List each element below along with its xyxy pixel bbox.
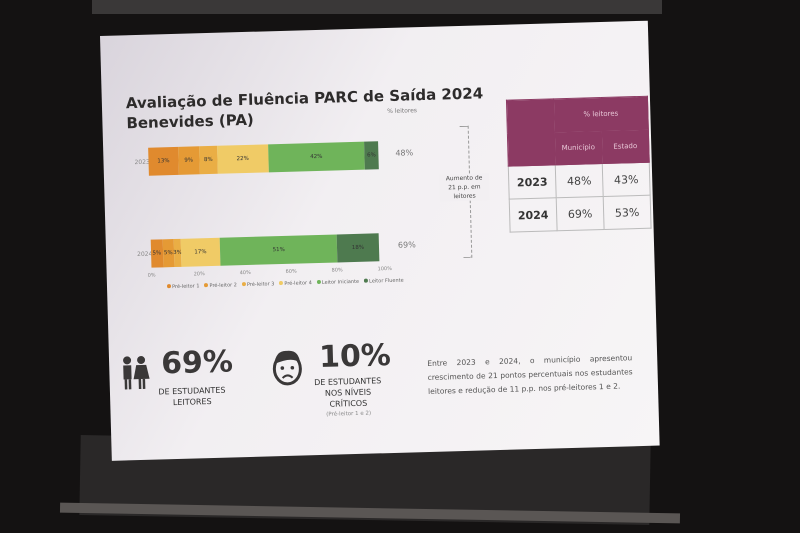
readers-total: 48%	[395, 148, 414, 158]
legend-swatch	[364, 278, 369, 283]
bar-segment: 51%	[219, 234, 338, 266]
table-header: % leitores	[553, 96, 649, 132]
bar-segment: 5%	[150, 239, 163, 268]
cell: 53%	[603, 195, 652, 230]
x-tick-label: 20%	[193, 271, 205, 278]
bar-segment: 13%	[148, 146, 179, 176]
legend-item: Leitor Fluente	[364, 278, 404, 285]
bar-segment: 9%	[178, 146, 200, 175]
bar-segment: 17%	[180, 237, 221, 267]
x-tick-label: 40%	[239, 269, 251, 277]
x-tick-label: 0%	[147, 272, 156, 279]
bar-segment: 22%	[217, 144, 269, 174]
caption-note: (Pré-leitor 1 e 2)	[326, 410, 372, 418]
cell: 69%	[556, 196, 605, 231]
bar-2024: 5% 5% 3% 17% 51% 18%	[150, 233, 382, 268]
readers-total: 69%	[397, 240, 416, 250]
legend-item: Pré-leitor 1	[166, 283, 200, 290]
sad-face-icon	[272, 350, 302, 386]
legend-swatch	[166, 284, 172, 289]
bar-2023: 13% 9% 8% 22% 42% 6%	[148, 141, 379, 176]
x-tick-label: 60%	[285, 268, 297, 275]
table-corner	[506, 98, 556, 167]
bar-segment: 6%	[364, 141, 379, 170]
slide: Avaliação de Fluência PARC de Saída 2024…	[100, 20, 660, 461]
cell: 2023	[508, 164, 557, 200]
stacked-bar-chart: 2023 13% 9% 8% 22% 42% 6% 48% 2024 5% 5% 3% 17% 51% 18…	[100, 21, 648, 290]
legend-swatch	[241, 282, 246, 287]
children-icon	[123, 355, 150, 390]
legend-swatch	[204, 283, 209, 288]
x-tick-label: 100%	[377, 265, 392, 273]
legend-item: Pré-leitor 4	[279, 280, 312, 287]
x-tick-label: 80%	[331, 267, 343, 274]
legend-item: Pré-leitor 2	[204, 282, 237, 289]
legend-item: Pré-leitor 3	[241, 281, 274, 288]
readers-header: % leitores	[387, 107, 418, 116]
bar-segment: 8%	[198, 145, 218, 175]
bracket-note: Aumento de 21 p.p. em leitores	[439, 173, 490, 202]
legend-swatch	[279, 280, 284, 286]
table-row: 2023 48% 43%	[508, 162, 651, 200]
stat1-caption: DE ESTUDANTES LEITORES	[152, 384, 233, 408]
bar-segment: 18%	[336, 233, 380, 263]
cell: 2024	[509, 197, 558, 233]
cell: 48%	[555, 163, 604, 198]
bar-segment: 42%	[267, 141, 365, 173]
caption-line: LEITORES	[172, 397, 212, 408]
legend-swatch	[316, 279, 321, 285]
table-row: 2024 69% 53%	[509, 195, 652, 233]
summary-paragraph: Entre 2023 e 2024, o município apresento…	[427, 353, 633, 396]
screen-top-bar	[92, 0, 662, 14]
col-estado: Estado	[601, 129, 650, 164]
col-municipio: Município	[554, 130, 603, 165]
stat1-value: 69%	[160, 344, 234, 382]
stat2-caption: DE ESTUDANTES NOS NÍVEIS CRÍTICOS (Pré-l…	[308, 375, 389, 421]
readers-table: % leitores Município Estado 2023 48% 43% 20…	[506, 96, 652, 233]
cell: 43%	[602, 162, 651, 197]
legend-item: Leitor Iniciante	[316, 279, 359, 286]
note-line: leitores	[453, 192, 476, 201]
stat2-value: 10%	[318, 338, 392, 376]
slide-title: Avaliação de Fluência PARC de Saída 2024…	[126, 83, 484, 133]
legend: Pré-leitor 1 Pré-leitor 2 Pré-leitor 3 Pré-…	[166, 278, 404, 291]
